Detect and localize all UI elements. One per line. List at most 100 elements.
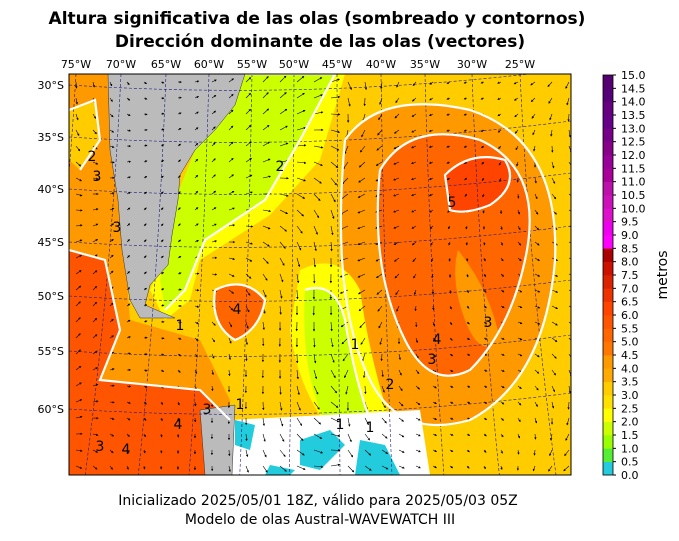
colorbar-swatch [603, 115, 613, 129]
colorbar-tick-label: 11.5 [621, 162, 646, 175]
contour-label: 4 [122, 442, 131, 458]
colorbar-swatch [603, 102, 613, 116]
colorbar-swatch [603, 355, 613, 369]
colorbar-tick-label: 4.5 [621, 349, 639, 362]
lat-label: 50°S [38, 290, 64, 303]
colorbar-swatch [603, 288, 613, 302]
colorbar-tick-label: 11.0 [621, 176, 646, 189]
lon-label: 70°W [106, 58, 136, 71]
colorbar-tick-label: 14.0 [621, 96, 646, 109]
contour-label: 4 [233, 302, 242, 318]
lat-label: 60°S [38, 403, 64, 416]
colorbar-tick-label: 5.5 [621, 322, 639, 335]
colorbar-swatch [603, 302, 613, 316]
colorbar-swatch [603, 222, 613, 236]
colorbar-tick-label: 1.0 [621, 442, 639, 455]
colorbar-swatch [603, 448, 613, 462]
colorbar-tick-label: 12.0 [621, 149, 646, 162]
lon-label: 25°W [505, 58, 535, 71]
colorbar-tick-label: 8.0 [621, 256, 639, 269]
colorbar-tick-label: 13.5 [621, 109, 646, 122]
colorbar-tick-label: 7.0 [621, 282, 639, 295]
colorbar-tick-label: 10.0 [621, 202, 646, 215]
colorbar-swatch [603, 168, 613, 182]
footer-line: Inicializado 2025/05/01 18Z, válido para… [118, 493, 517, 509]
colorbar-swatch [603, 235, 613, 249]
contour-label: 3 [96, 439, 105, 455]
contour-label: 5 [448, 195, 457, 211]
lon-label: 60°W [194, 58, 224, 71]
contour-label: 1 [176, 318, 185, 334]
colorbar-swatch [603, 408, 613, 422]
lat-label: 35°S [38, 131, 64, 144]
colorbar-tick-label: 2.5 [621, 402, 639, 415]
lat-label: 55°S [38, 345, 64, 358]
contour-label: 3 [93, 169, 102, 185]
colorbar-tick-label: 8.5 [621, 242, 639, 255]
colorbar-tick-label: 15.0 [621, 69, 646, 82]
colorbar-tick-label: 0.5 [621, 456, 639, 469]
colorbar-swatch [603, 75, 613, 89]
colorbar-swatch [603, 142, 613, 156]
colorbar-swatch [603, 382, 613, 396]
contour-label: 1 [236, 397, 245, 413]
colorbar-swatch [603, 422, 613, 436]
contour-label: 4 [433, 332, 442, 348]
colorbar-swatch [603, 248, 613, 262]
colorbar-swatch [603, 208, 613, 222]
contour-label: 2 [386, 377, 395, 393]
colorbar-swatch [603, 395, 613, 409]
colorbar-tick-label: 0.0 [621, 469, 639, 482]
lat-label: 40°S [38, 183, 64, 196]
lon-label: 75°W [61, 58, 91, 71]
lon-label: 30°W [457, 58, 487, 71]
lon-label: 65°W [151, 58, 181, 71]
colorbar-swatch [603, 262, 613, 276]
colorbar-tick-label: 9.0 [621, 229, 639, 242]
lon-label: 40°W [366, 58, 396, 71]
colorbar-tick-label: 6.5 [621, 296, 639, 309]
colorbar-swatch [603, 315, 613, 329]
lon-label: 50°W [279, 58, 309, 71]
subtitle: Dirección dominante de las olas (vectore… [115, 32, 525, 52]
colorbar-swatch [603, 462, 613, 476]
colorbar-tick-label: 14.5 [621, 82, 646, 95]
colorbar-tick-label: 12.5 [621, 136, 646, 149]
contour-label: 2 [276, 159, 285, 175]
contour-label: 2 [88, 149, 97, 165]
colorbar-tick-label: 2.0 [621, 416, 639, 429]
colorbar-tick-label: 9.5 [621, 216, 639, 229]
colorbar-swatch [603, 88, 613, 102]
contour-label: 3 [203, 402, 212, 418]
contour-label: 1 [351, 337, 360, 353]
title: Altura significativa de las olas (sombre… [49, 9, 586, 29]
footer-line: Modelo de olas Austral-WAVEWATCH III [185, 512, 455, 528]
colorbar-tick-label: 10.5 [621, 189, 646, 202]
lat-label: 30°S [38, 79, 64, 92]
colorbar-swatch [603, 368, 613, 382]
colorbar-tick-label: 4.0 [621, 362, 639, 375]
colorbar-swatch [603, 435, 613, 449]
colorbar-tick-label: 7.5 [621, 269, 639, 282]
contour-label: 3 [428, 352, 437, 368]
colorbar-swatch [603, 195, 613, 209]
lon-label: 45°W [322, 58, 352, 71]
contour-label: 1 [366, 420, 375, 436]
colorbar-tick-label: 3.5 [621, 376, 639, 389]
contour-label: 4 [174, 417, 183, 433]
contour-label: 3 [113, 220, 122, 236]
colorbar-swatch [603, 275, 613, 289]
lon-label: 35°W [410, 58, 440, 71]
lon-label: 55°W [237, 58, 267, 71]
colorbar-swatch [603, 342, 613, 356]
lat-label: 45°S [38, 236, 64, 249]
colorbar-tick-label: 1.5 [621, 429, 639, 442]
colorbar-swatch [603, 155, 613, 169]
colorbar-tick-label: 6.0 [621, 309, 639, 322]
colorbar-tick-label: 13.0 [621, 122, 646, 135]
colorbar-tick-label: 5.0 [621, 336, 639, 349]
contour-label: 1 [336, 417, 345, 433]
colorbar-tick-label: 3.0 [621, 389, 639, 402]
